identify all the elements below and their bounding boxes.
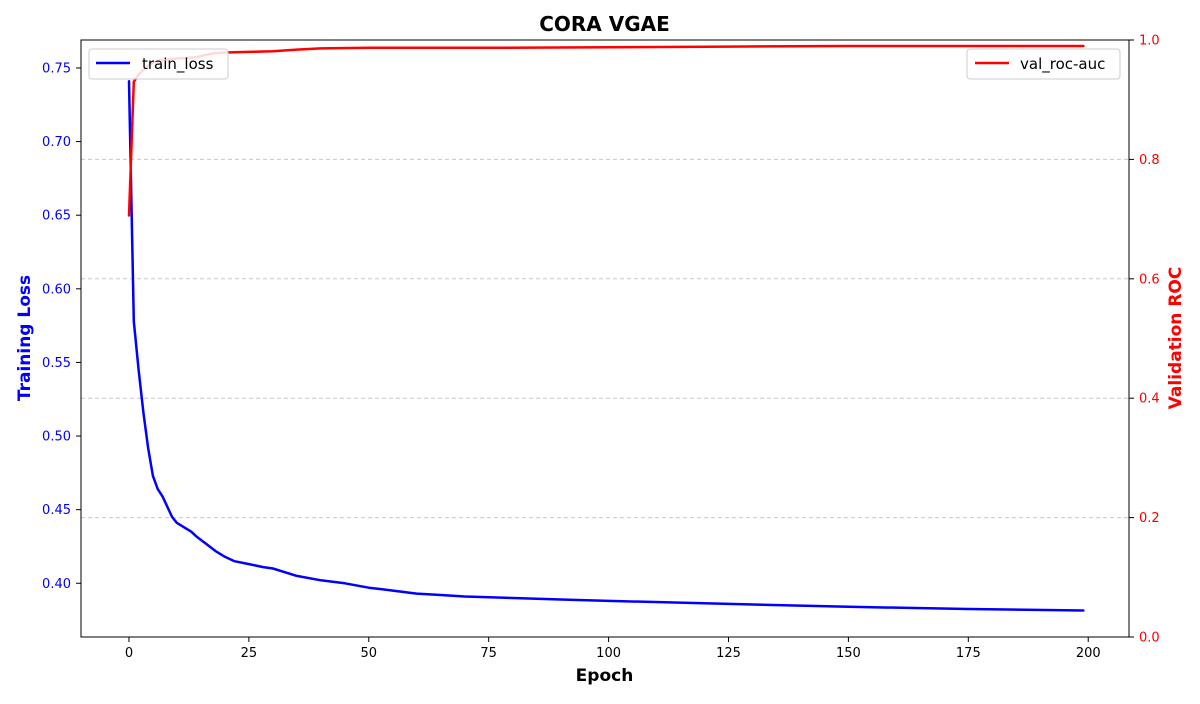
right-y-tick-label: 1.0 xyxy=(1139,34,1160,49)
grid-lines xyxy=(81,158,1129,519)
x-tick-label: 150 xyxy=(836,646,861,661)
right-y-tick-label: 0.4 xyxy=(1139,392,1160,407)
x-tick-label: 125 xyxy=(716,646,741,661)
legend-label-train-loss: train_loss xyxy=(142,55,214,74)
right-y-tick-label: 0.8 xyxy=(1139,153,1160,168)
right-y-axis-label: Validation ROC xyxy=(1166,267,1186,410)
x-tick-label: 175 xyxy=(956,646,981,661)
left-y-tick-label: 0.40 xyxy=(42,577,71,592)
x-axis-label: Epoch xyxy=(576,666,634,686)
right-y-tick-label: 0.0 xyxy=(1139,631,1160,646)
x-tick-label: 75 xyxy=(480,646,497,661)
series-line-val-roc-auc xyxy=(127,44,1085,217)
series-line-train-loss xyxy=(127,79,1085,612)
right-y-tick-label: 0.2 xyxy=(1139,511,1160,526)
x-tick-label: 100 xyxy=(596,646,621,661)
left-y-tick-label: 0.50 xyxy=(42,430,71,445)
left-y-axis-ticks: 0.40 0.45 0.50 0.55 0.60 0.65 0.70 0.75 xyxy=(42,61,81,592)
x-tick-label: 25 xyxy=(241,646,258,661)
left-y-tick-label: 0.60 xyxy=(42,282,71,297)
x-tick-label: 200 xyxy=(1076,646,1101,661)
plot-frame xyxy=(80,39,1130,638)
legend-box xyxy=(88,48,229,80)
x-tick-label: 0 xyxy=(125,646,133,661)
right-y-axis-ticks: 0.0 0.2 0.4 0.6 0.8 1.0 xyxy=(1129,34,1160,646)
left-y-tick-label: 0.65 xyxy=(42,209,71,224)
legend-label-val-roc-auc: val_roc-auc xyxy=(1020,55,1105,74)
series-layer xyxy=(127,44,1085,612)
legend-val-roc-auc: val_roc-auc xyxy=(966,48,1121,80)
left-y-tick-label: 0.75 xyxy=(42,61,71,76)
left-y-tick-label: 0.55 xyxy=(42,356,71,371)
x-tick-label: 50 xyxy=(361,646,378,661)
right-y-tick-label: 0.6 xyxy=(1139,272,1160,287)
left-y-tick-label: 0.70 xyxy=(42,135,71,150)
left-y-axis-label: Training Loss xyxy=(15,275,35,401)
left-y-tick-label: 0.45 xyxy=(42,503,71,518)
chart-title: CORA VGAE xyxy=(539,12,670,36)
x-axis-ticks: 0 25 50 75 100 125 150 175 200 xyxy=(125,637,1101,661)
legend-box xyxy=(966,48,1121,80)
legend-train-loss: train_loss xyxy=(88,48,229,80)
